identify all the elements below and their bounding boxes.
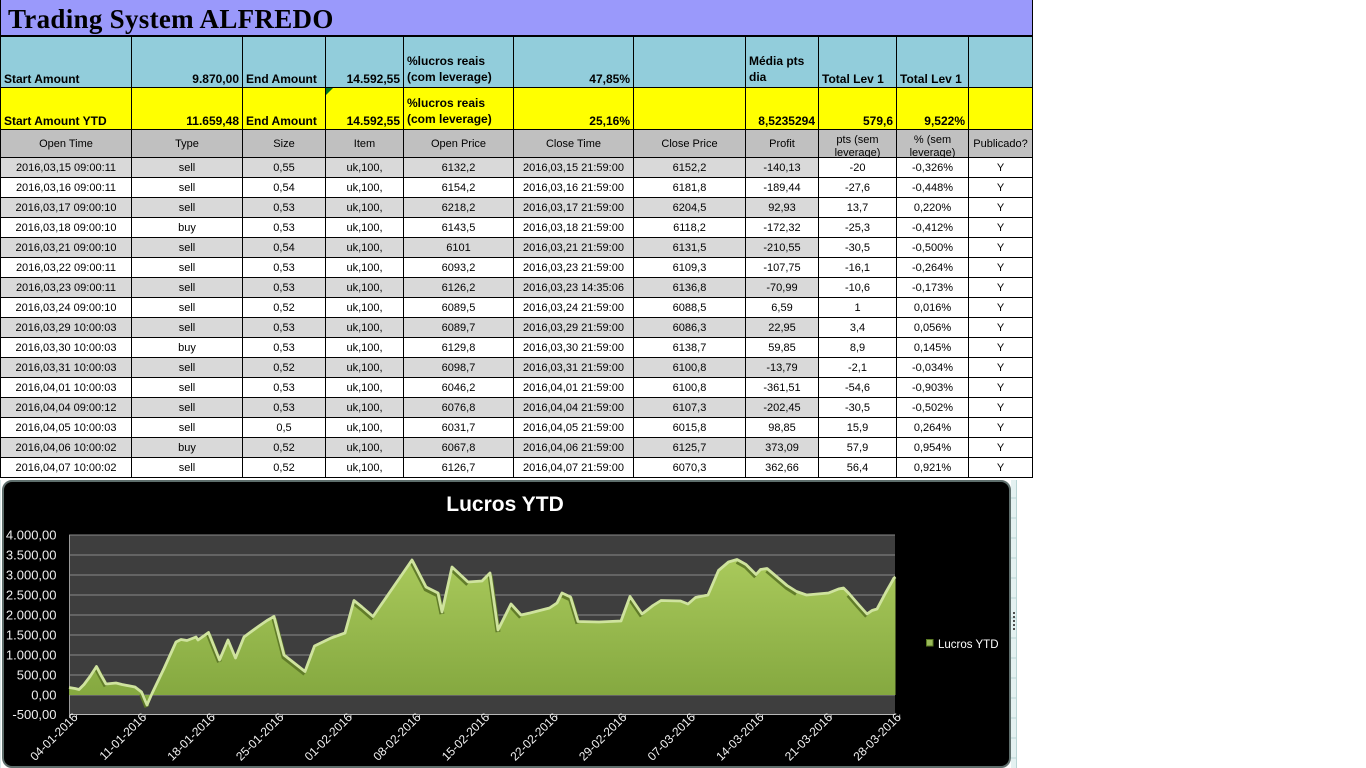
svg-text:15-02-2016: 15-02-2016 <box>439 710 493 764</box>
svg-text:2.000,00: 2.000,00 <box>6 608 57 623</box>
svg-text:11-01-2016: 11-01-2016 <box>97 710 150 763</box>
svg-text:22-02-2016: 22-02-2016 <box>508 710 562 764</box>
svg-text:1.000,00: 1.000,00 <box>6 648 57 663</box>
svg-text:28-03-2016: 28-03-2016 <box>851 710 905 764</box>
svg-text:14-03-2016: 14-03-2016 <box>713 710 767 764</box>
svg-text:21-03-2016: 21-03-2016 <box>782 710 836 764</box>
svg-text:0,00: 0,00 <box>31 688 56 703</box>
svg-text:01-02-2016: 01-02-2016 <box>302 710 356 764</box>
svg-text:08-02-2016: 08-02-2016 <box>370 710 424 764</box>
svg-text:18-01-2016: 18-01-2016 <box>165 710 219 764</box>
svg-text:3.000,00: 3.000,00 <box>6 568 57 583</box>
svg-text:500,00: 500,00 <box>17 668 57 683</box>
svg-text:29-02-2016: 29-02-2016 <box>576 710 630 764</box>
svg-text:Lucros YTD: Lucros YTD <box>446 493 563 516</box>
svg-text:1.500,00: 1.500,00 <box>6 628 57 643</box>
svg-text:4.000,00: 4.000,00 <box>6 528 57 543</box>
svg-text:Lucros YTD: Lucros YTD <box>938 639 999 651</box>
svg-text:07-03-2016: 07-03-2016 <box>645 710 699 764</box>
svg-text:-500,00: -500,00 <box>12 707 56 722</box>
svg-text:3.500,00: 3.500,00 <box>6 548 57 563</box>
svg-text:25-01-2016: 25-01-2016 <box>233 710 287 764</box>
svg-text:2.500,00: 2.500,00 <box>6 588 57 603</box>
